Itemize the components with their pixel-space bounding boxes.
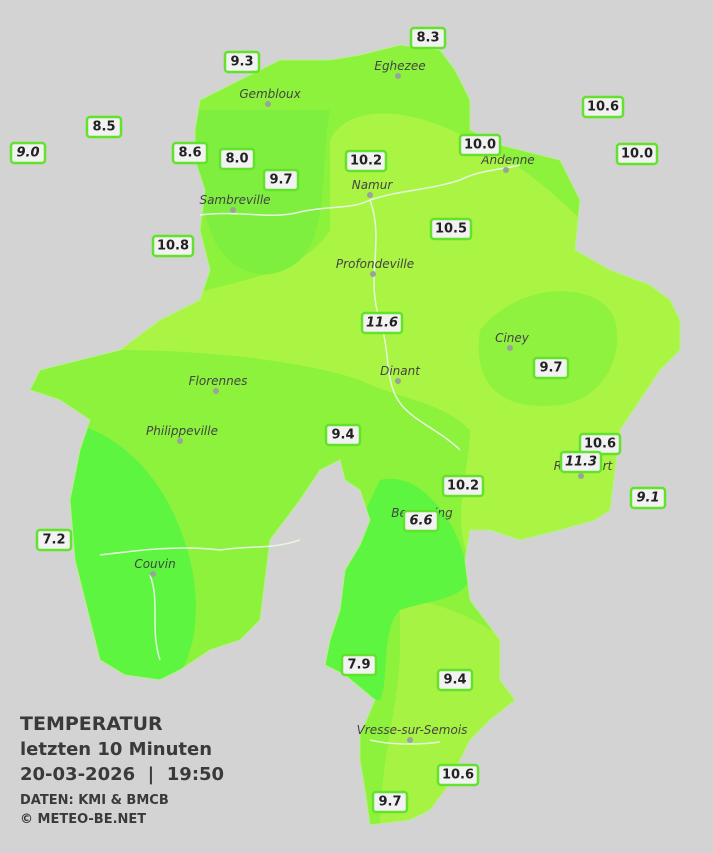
city-label: Vresse-sur-Semois: [357, 723, 468, 737]
city-label: Namur: [352, 178, 394, 192]
station-box: [402, 509, 440, 533]
city-dot: [395, 378, 401, 384]
station-box: [371, 790, 409, 814]
city-label: Ciney: [495, 331, 530, 345]
station-value: 7.9: [347, 658, 370, 673]
station-box: [9, 141, 47, 165]
station-value: 10.0: [621, 147, 653, 162]
station-box: [360, 311, 404, 335]
station-box: [581, 95, 625, 119]
city-dot: [213, 388, 219, 394]
station-value: 8.3: [416, 31, 439, 46]
city-label: Andenne: [480, 153, 534, 167]
station-box: [324, 423, 362, 447]
city-label: Couvin: [134, 557, 175, 571]
city-label: Sambreville: [199, 193, 270, 207]
station-value: 9.7: [269, 173, 292, 188]
city-label: Philippeville: [146, 424, 218, 438]
city-dot: [230, 207, 236, 213]
timestamp: 20-03-2026 | 19:50: [20, 764, 224, 785]
station-box: [151, 234, 195, 258]
station-value: 9.0: [16, 146, 39, 161]
station-box: [344, 149, 388, 173]
city-dot: [177, 438, 183, 444]
station-value: 9.4: [331, 428, 354, 443]
station-value: 10.6: [587, 100, 619, 115]
station-value: 10.6: [584, 437, 616, 452]
station-box: [429, 217, 473, 241]
city-dot: [367, 192, 373, 198]
station-box: [441, 474, 485, 498]
station-box: [409, 26, 447, 50]
station-box: [615, 142, 659, 166]
city-dot: [503, 167, 509, 173]
city-label: Florennes: [189, 374, 248, 388]
city-dot: [407, 737, 413, 743]
station-box: [458, 133, 502, 157]
stations: 8.3 9.3 8.5 9.0 8.6 8.0 9.7 10.2 10.0 10.6 10.0 10.…: [9, 26, 667, 814]
station-value: 9.1: [636, 491, 659, 506]
copyright: © METEO-BE.NET: [20, 812, 146, 827]
station-box: [223, 50, 261, 74]
station-box: [340, 653, 378, 677]
station-box: [629, 486, 667, 510]
city-dot: [395, 73, 401, 79]
city-label: Dinant: [380, 364, 421, 378]
city-label: Profondeville: [336, 257, 414, 271]
station-value: 10.2: [447, 479, 479, 494]
zone-darkest: [60, 420, 196, 690]
station-value: 6.6: [409, 514, 432, 529]
station-value: 10.0: [464, 138, 496, 153]
station-box: [532, 356, 570, 380]
station-value: 9.7: [539, 361, 562, 376]
subtitle: letzten 10 Minuten: [20, 739, 212, 760]
station-value: 7.2: [42, 533, 65, 548]
zone-dark: [478, 291, 618, 407]
city-dot: [507, 345, 513, 351]
station-value: 10.2: [350, 154, 382, 169]
station-value: 10.5: [435, 222, 467, 237]
station-value: 8.5: [92, 120, 115, 135]
station-box: [85, 115, 123, 139]
city-label: Eghezee: [374, 59, 425, 73]
station-value: 9.7: [378, 795, 401, 810]
station-value: 10.8: [157, 239, 189, 254]
source: DATEN: KMI & BMCB: [20, 793, 169, 808]
city-dot: [370, 271, 376, 277]
city-label: Gembloux: [239, 87, 301, 101]
zone-light: [380, 600, 520, 825]
river: [99, 164, 521, 745]
city-dot: [578, 473, 584, 479]
station-box: [436, 763, 480, 787]
station-value: 9.4: [443, 673, 466, 688]
station-box: [35, 528, 73, 552]
station-value: 8.0: [225, 152, 248, 167]
station-value: 9.3: [230, 55, 253, 70]
city-dot: [150, 571, 156, 577]
station-value: 10.6: [442, 768, 474, 783]
station-box: [436, 668, 474, 692]
station-value: 11.6: [366, 316, 398, 331]
station-box: [171, 141, 209, 165]
station-box: [262, 168, 300, 192]
city-dot: [265, 101, 271, 107]
station-box: [218, 147, 256, 171]
station-value: 8.6: [178, 146, 201, 161]
station-value: 11.3: [565, 455, 597, 470]
title: TEMPERATUR: [20, 713, 163, 735]
zone-light: [120, 113, 680, 560]
station-box: [559, 450, 603, 474]
